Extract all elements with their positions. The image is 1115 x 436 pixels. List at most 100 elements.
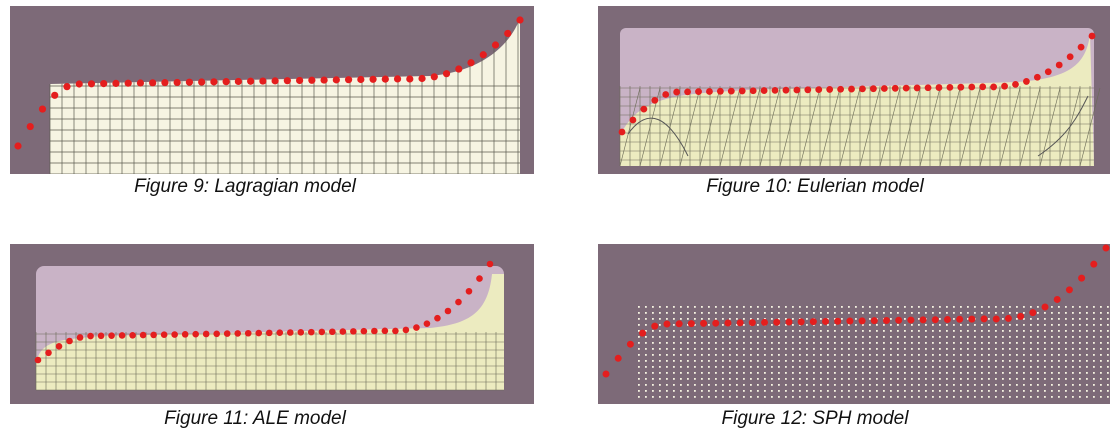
experimental-dot	[968, 315, 976, 323]
experimental-dot	[662, 91, 670, 98]
experimental-dot	[297, 329, 305, 336]
experimental-dot	[826, 86, 834, 93]
experimental-dot	[834, 317, 842, 325]
experimental-dot	[418, 74, 426, 83]
experimental-dot	[785, 318, 793, 326]
experimental-dot	[87, 80, 96, 88]
experimental-dot	[895, 316, 903, 324]
experimental-dot	[760, 87, 768, 94]
eulerian-interface-line	[627, 95, 1089, 157]
experimental-dot	[259, 77, 267, 85]
experimental-dot	[171, 331, 178, 338]
experimental-dot	[371, 327, 378, 335]
experimental-dot	[882, 316, 890, 324]
experimental-dot	[223, 330, 231, 337]
experimental-dot	[663, 320, 671, 328]
experimental-dot	[173, 78, 181, 87]
figure-12-caption: Figure 12: SPH model	[721, 408, 909, 429]
experimental-dot	[55, 342, 63, 350]
experimental-dot	[614, 354, 622, 362]
experimental-dot	[308, 76, 316, 84]
experimental-dot	[369, 75, 377, 83]
experimental-dot	[350, 328, 357, 335]
experimental-dot	[1029, 309, 1037, 317]
experimental-dot	[516, 16, 524, 24]
experimental-dot	[357, 75, 365, 84]
experimental-dot	[455, 298, 462, 306]
experimental-dot	[444, 307, 452, 315]
experimental-dot	[406, 75, 414, 83]
experimental-dot	[931, 316, 939, 324]
experimental-dot	[773, 318, 781, 326]
experimental-dot	[247, 77, 255, 85]
experimental-dot	[63, 83, 71, 91]
experimental-dot	[476, 275, 483, 282]
experimental-dot	[891, 84, 899, 92]
experimental-dot	[185, 78, 194, 86]
experimental-dot	[880, 85, 888, 92]
experimental-dot	[222, 78, 230, 86]
experimental-dot	[748, 319, 756, 327]
experimental-dot	[244, 329, 252, 337]
experimental-dot	[673, 88, 681, 96]
experimental-dot	[434, 314, 441, 322]
experimental-dot	[1077, 43, 1085, 51]
experimental-dot	[902, 84, 910, 92]
experimental-dot	[360, 327, 368, 335]
experimental-dot	[1023, 78, 1030, 85]
experimental-dot	[712, 319, 720, 327]
experimental-dot	[968, 83, 976, 91]
experimental-dot	[75, 80, 83, 88]
experimental-dot	[271, 77, 279, 85]
experimental-dot	[858, 317, 866, 325]
experimental-dot	[161, 79, 169, 87]
experimental-dot	[34, 356, 42, 364]
experimental-dot	[956, 315, 964, 323]
experimental-dot	[1090, 260, 1098, 268]
experimental-dot	[907, 316, 915, 324]
experimental-profile-dots	[602, 244, 1110, 378]
experimental-dot	[136, 79, 145, 87]
experimental-dot	[706, 88, 713, 95]
experimental-dot	[255, 329, 263, 337]
experimental-dot	[738, 87, 746, 95]
experimental-dot	[980, 315, 988, 323]
experimental-dot	[112, 79, 120, 87]
sph-simulation-image	[598, 244, 1110, 404]
experimental-dot	[990, 83, 998, 91]
experimental-dot	[651, 322, 659, 330]
experimental-dot	[687, 320, 695, 328]
experimental-dot	[846, 317, 854, 325]
experimental-dot	[139, 331, 147, 339]
experimental-dot	[202, 330, 210, 338]
experimental-dot	[149, 79, 157, 87]
experimental-dot	[1012, 80, 1019, 88]
experimental-dot	[1004, 314, 1012, 322]
experimental-profile-dots	[34, 260, 494, 364]
experimental-dot	[318, 328, 326, 336]
experimental-dot	[869, 85, 877, 93]
experimental-dot	[771, 86, 779, 94]
experimental-dot	[629, 116, 637, 124]
experimental-dot	[1102, 244, 1110, 252]
figure-11-caption: Figure 11: ALE model	[164, 408, 346, 429]
experimental-dot	[700, 319, 708, 327]
experimental-dot	[1001, 82, 1008, 90]
experimental-dot	[870, 317, 878, 325]
experimental-dot	[935, 84, 943, 91]
experimental-dot	[913, 84, 921, 92]
experimental-dot	[804, 86, 812, 94]
experimental-dot	[308, 328, 315, 336]
experimental-dot	[695, 88, 702, 96]
experimental-dot	[684, 88, 691, 96]
experimental-dot	[651, 96, 659, 104]
experimental-dot	[1044, 68, 1052, 76]
experimental-dot	[504, 29, 512, 38]
experimental-dot	[749, 87, 757, 95]
experimental-dot	[640, 105, 648, 113]
experimental-dot	[97, 332, 105, 340]
experimental-dot	[979, 83, 987, 91]
experimental-dot	[296, 76, 304, 85]
experimental-dot	[859, 85, 866, 93]
experimental-dot	[129, 331, 136, 339]
